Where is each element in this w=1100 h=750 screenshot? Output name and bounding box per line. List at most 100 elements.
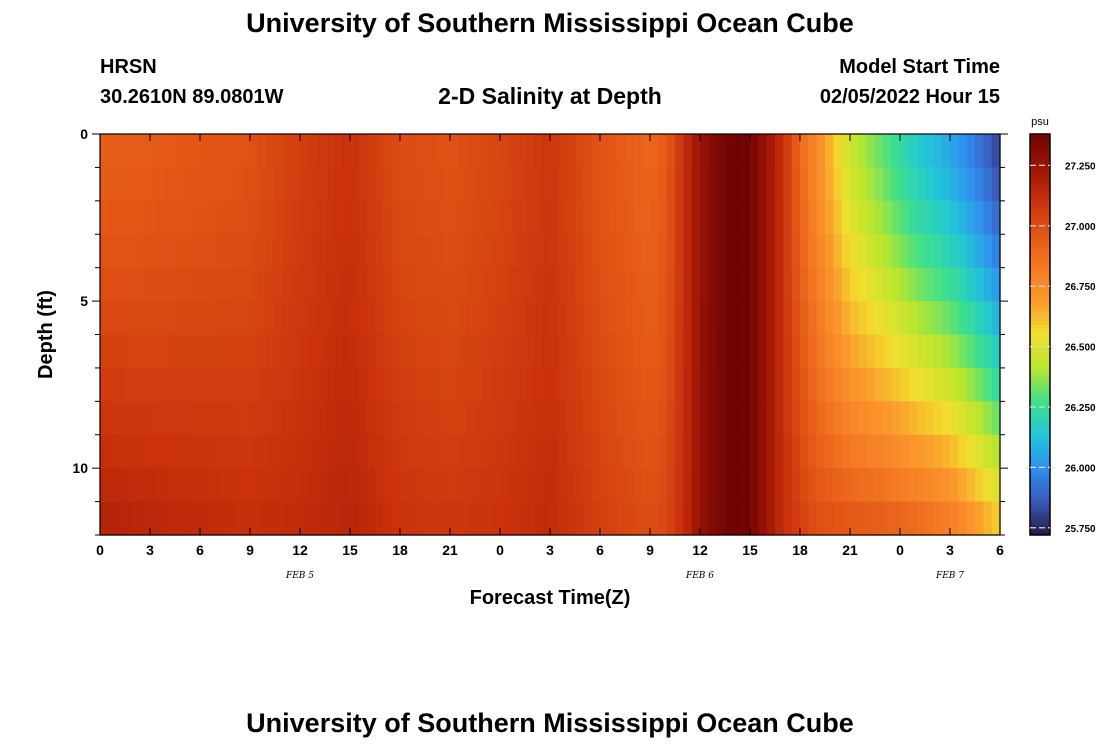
- heatmap-cell: [425, 267, 434, 302]
- heatmap-cell: [700, 301, 709, 336]
- heatmap-cell: [175, 234, 184, 269]
- colorbar-segment: [1030, 364, 1050, 369]
- heatmap-cell: [450, 167, 459, 202]
- heatmap-cell: [858, 301, 868, 336]
- heatmap-cell: [225, 434, 234, 469]
- heatmap-cell: [233, 167, 243, 202]
- heatmap-cell: [775, 367, 784, 402]
- heatmap-cell: [250, 334, 259, 369]
- heatmap-cell: [891, 134, 901, 169]
- heatmap-cell: [325, 234, 334, 269]
- heatmap-cell: [825, 234, 834, 269]
- heatmap-cell: [475, 367, 484, 402]
- colorbar-segment: [1030, 531, 1050, 536]
- heatmap-cell: [350, 501, 359, 536]
- heatmap-cell: [591, 367, 601, 402]
- heatmap-cell: [925, 334, 934, 369]
- heatmap-cell: [308, 501, 318, 536]
- heatmap-cell: [291, 301, 301, 336]
- heatmap-cell: [316, 434, 326, 469]
- heatmap-cell: [358, 401, 368, 436]
- heatmap-cell: [483, 267, 493, 302]
- colorbar-segment: [1030, 337, 1050, 342]
- heatmap-cell: [766, 434, 776, 469]
- heatmap-cell: [583, 234, 593, 269]
- heatmap-cell: [708, 434, 718, 469]
- colorbar-segment: [1030, 254, 1050, 259]
- heatmap-cell: [641, 134, 651, 169]
- heatmap-cell: [933, 267, 943, 302]
- heatmap-cell: [716, 167, 726, 202]
- heatmap-cell: [350, 401, 359, 436]
- heatmap-cell: [175, 334, 184, 369]
- heatmap-cell: [708, 334, 718, 369]
- heatmap-cell: [583, 501, 593, 536]
- heatmap-cell: [641, 367, 651, 402]
- heatmap-cell: [916, 134, 926, 169]
- colorbar-segment: [1030, 294, 1050, 299]
- heatmap-cell: [175, 134, 184, 169]
- colorbar-segment: [1030, 428, 1050, 432]
- heatmap-cell: [108, 134, 118, 169]
- heatmap-cell: [741, 301, 751, 336]
- heatmap-cell: [600, 167, 609, 202]
- heatmap-cell: [858, 134, 868, 169]
- heatmap-cell: [483, 134, 493, 169]
- colorbar-segment: [1030, 438, 1050, 442]
- heatmap-cell: [783, 267, 793, 302]
- heatmap-cell: [991, 334, 1001, 369]
- colorbar-tick-label: 27.000: [1065, 222, 1096, 233]
- heatmap-cell: [450, 234, 459, 269]
- heatmap-cell: [616, 167, 626, 202]
- colorbar-segment: [1030, 514, 1050, 519]
- heatmap-cell: [966, 167, 976, 202]
- colorbar-segment: [1030, 334, 1050, 339]
- colorbar-segment: [1030, 491, 1050, 496]
- heatmap-cell: [883, 434, 893, 469]
- heatmap-cell: [433, 267, 443, 302]
- heatmap-cell: [583, 200, 593, 235]
- heatmap-cell: [958, 367, 968, 402]
- heatmap-cell: [575, 401, 584, 436]
- heatmap-cell: [325, 134, 334, 169]
- heatmap-cell: [808, 267, 818, 302]
- heatmap-cell: [258, 200, 268, 235]
- heatmap-cell: [333, 134, 343, 169]
- heatmap-cell: [433, 301, 443, 336]
- colorbar-segment: [1030, 304, 1050, 309]
- heatmap-cell: [533, 134, 543, 169]
- heatmap-cell: [591, 501, 601, 536]
- heatmap-cell: [950, 301, 959, 336]
- heatmap-cell: [808, 234, 818, 269]
- heatmap-cells: [100, 134, 1001, 536]
- heatmap-cell: [791, 301, 801, 336]
- heatmap-cell: [916, 234, 926, 269]
- heatmap-cell: [691, 200, 701, 235]
- heatmap-cell: [716, 468, 726, 503]
- heatmap-cell: [816, 267, 826, 302]
- heatmap-cell: [191, 167, 201, 202]
- heatmap-cell: [733, 334, 743, 369]
- heatmap-cell: [150, 167, 159, 202]
- heatmap-cell: [725, 234, 734, 269]
- heatmap-cell: [558, 468, 568, 503]
- heatmap-cell: [400, 267, 409, 302]
- heatmap-cell: [600, 200, 609, 235]
- heatmap-cell: [441, 167, 451, 202]
- colorbar-segment: [1030, 411, 1050, 416]
- heatmap-cell: [575, 468, 584, 503]
- heatmap-cell: [891, 434, 901, 469]
- heatmap-cell: [208, 401, 218, 436]
- heatmap-cell: [633, 167, 643, 202]
- heatmap-cell: [658, 134, 668, 169]
- heatmap-cell: [925, 167, 934, 202]
- heatmap-cell: [366, 200, 376, 235]
- heatmap-cell: [416, 501, 426, 536]
- heatmap-cell: [591, 334, 601, 369]
- heatmap-cell: [391, 434, 401, 469]
- heatmap-cell: [308, 401, 318, 436]
- colorbar-tick-label: 26.250: [1065, 403, 1096, 414]
- colorbar-segment: [1030, 454, 1050, 459]
- heatmap-cell: [925, 200, 934, 235]
- heatmap-cell: [975, 501, 984, 536]
